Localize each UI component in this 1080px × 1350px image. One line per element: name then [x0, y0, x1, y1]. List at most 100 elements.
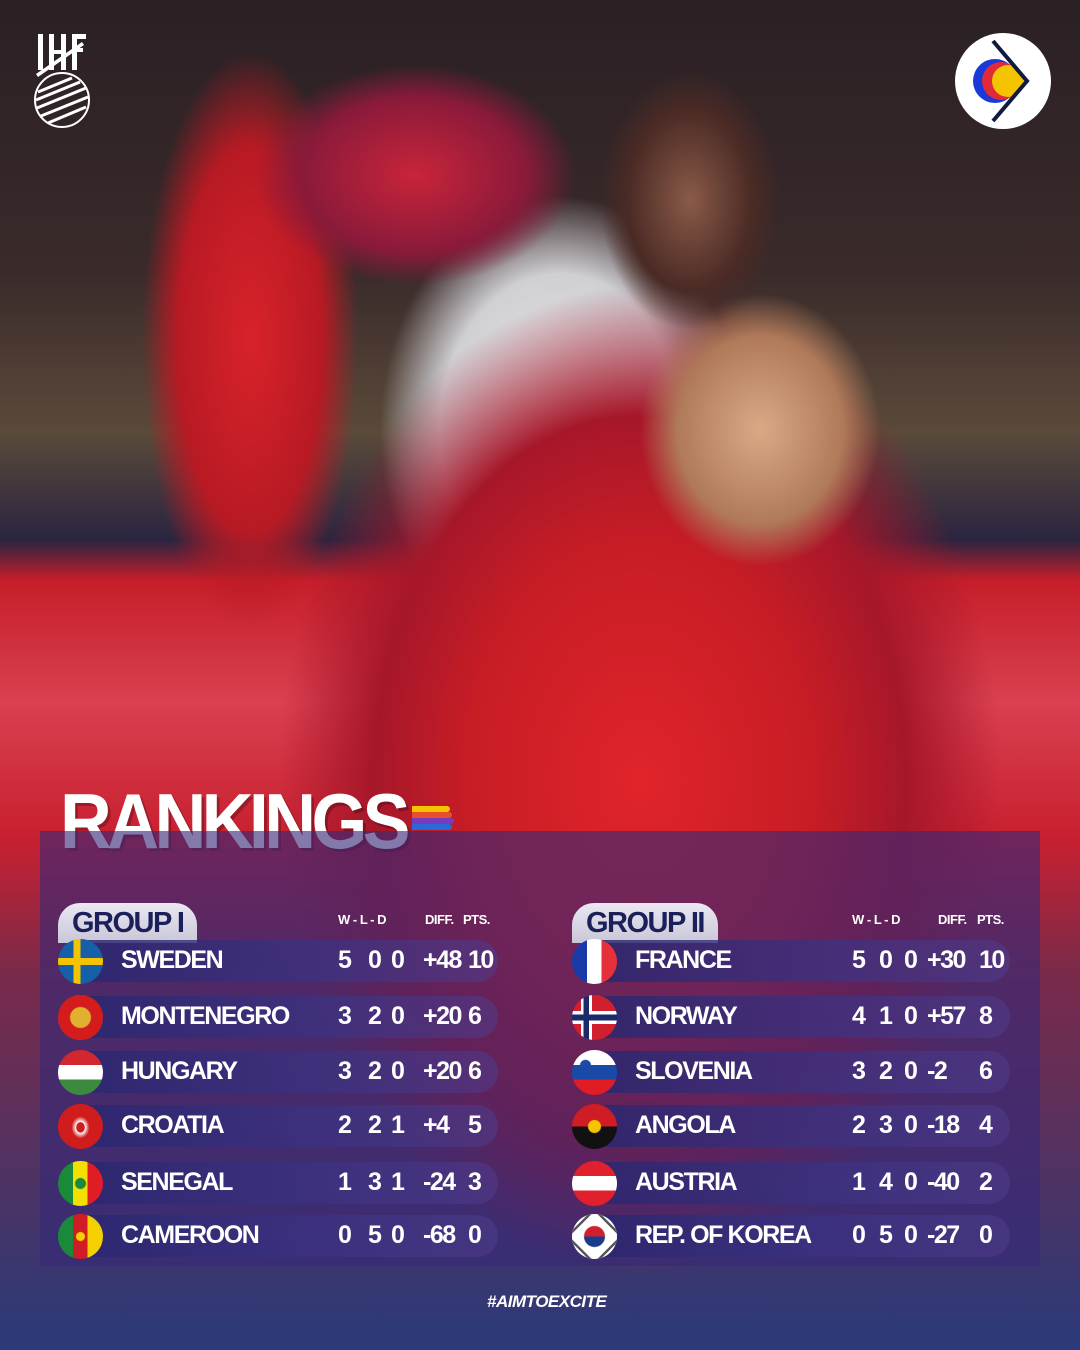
team-name: HUNGARY	[121, 1057, 238, 1085]
table-row: SWEDEN 5 0 0 +48 10	[58, 939, 498, 984]
stat-diff: +4	[423, 1111, 450, 1139]
stat-d: 0	[904, 946, 918, 974]
flag-ao-icon	[572, 1104, 617, 1149]
table-row: ANGOLA 2 3 0 -18 4	[572, 1104, 1010, 1149]
flag-hu-icon	[58, 1050, 103, 1095]
stat-w: 1	[852, 1168, 866, 1196]
stat-w: 3	[338, 1057, 352, 1085]
stat-l: 2	[368, 1002, 382, 1030]
stat-l: 0	[879, 946, 893, 974]
stat-d: 1	[391, 1168, 405, 1196]
stat-l: 4	[879, 1168, 893, 1196]
team-name: CROATIA	[121, 1111, 225, 1139]
stat-diff: -2	[927, 1057, 948, 1085]
stat-d: 0	[904, 1111, 918, 1139]
flag-no-icon	[572, 995, 617, 1040]
team-name: MONTENEGRO	[121, 1002, 290, 1030]
table-row: SENEGAL 1 3 1 -24 3	[58, 1161, 498, 1206]
stat-w: 0	[852, 1221, 866, 1249]
stat-pts: 5	[468, 1111, 482, 1139]
stat-d: 0	[391, 946, 405, 974]
table-row: NORWAY 4 1 0 +57 8	[572, 995, 1010, 1040]
team-name: FRANCE	[635, 946, 732, 974]
stat-pts: 2	[979, 1168, 993, 1196]
team-name: SLOVENIA	[635, 1057, 753, 1085]
table-row: HUNGARY 3 2 0 +20 6	[58, 1050, 498, 1095]
flag-me-icon	[58, 995, 103, 1040]
flag-hr-icon	[58, 1104, 103, 1149]
column-header-pts: PTS.	[463, 912, 490, 927]
stat-l: 5	[368, 1221, 382, 1249]
stat-l: 3	[879, 1111, 893, 1139]
stat-pts: 10	[979, 946, 1005, 974]
stat-pts: 3	[468, 1168, 482, 1196]
column-header-pts: PTS.	[977, 912, 1004, 927]
title-stripes-decoration	[412, 806, 454, 830]
group-label: GROUP II	[572, 903, 718, 943]
stat-pts: 8	[979, 1002, 993, 1030]
stat-l: 3	[368, 1168, 382, 1196]
flag-kr-icon	[572, 1214, 617, 1259]
stat-w: 0	[338, 1221, 352, 1249]
stat-w: 5	[852, 946, 866, 974]
table-row: MONTENEGRO 3 2 0 +20 6	[58, 995, 498, 1040]
stat-pts: 0	[979, 1221, 993, 1249]
stat-w: 3	[338, 1002, 352, 1030]
group-label: GROUP I	[58, 903, 198, 943]
stat-d: 0	[904, 1221, 918, 1249]
stat-d: 1	[391, 1111, 405, 1139]
stat-diff: -40	[927, 1168, 960, 1196]
stat-w: 4	[852, 1002, 866, 1030]
stat-w: 2	[852, 1111, 866, 1139]
flag-sn-icon	[58, 1161, 103, 1206]
stat-l: 0	[368, 946, 382, 974]
stat-d: 0	[904, 1168, 918, 1196]
stat-diff: -24	[423, 1168, 456, 1196]
stat-diff: +57	[927, 1002, 966, 1030]
stat-diff: -68	[423, 1221, 456, 1249]
stat-pts: 0	[468, 1221, 482, 1249]
table-row: AUSTRIA 1 4 0 -40 2	[572, 1161, 1010, 1206]
ihf-logo	[34, 34, 90, 128]
flag-at-icon	[572, 1161, 617, 1206]
stat-l: 1	[879, 1002, 893, 1030]
stat-diff: +48	[423, 946, 462, 974]
table-row: CROATIA 2 2 1 +4 5	[58, 1104, 498, 1149]
column-header-wld: W - L - D	[852, 912, 900, 927]
flag-si-icon	[572, 1050, 617, 1095]
team-name: SWEDEN	[121, 946, 224, 974]
column-header-diff: DIFF.	[425, 912, 454, 927]
stat-w: 1	[338, 1168, 352, 1196]
table-row: REP. OF KOREA 0 5 0 -27 0	[572, 1214, 1010, 1259]
team-name: ANGOLA	[635, 1111, 736, 1139]
flag-fr-icon	[572, 939, 617, 984]
stat-diff: +30	[927, 946, 966, 974]
team-name: REP. OF KOREA	[635, 1221, 812, 1249]
flag-cm-icon	[58, 1214, 103, 1259]
ehf-euro-icon	[955, 33, 1051, 129]
stat-l: 5	[879, 1221, 893, 1249]
stat-diff: -27	[927, 1221, 960, 1249]
stat-diff: -18	[927, 1111, 960, 1139]
stat-pts: 6	[468, 1057, 482, 1085]
stat-diff: +20	[423, 1057, 462, 1085]
team-name: NORWAY	[635, 1002, 738, 1030]
team-name: CAMEROON	[121, 1221, 260, 1249]
hashtag: #AIMTOEXCITE	[487, 1292, 607, 1311]
column-header-diff: DIFF.	[938, 912, 967, 927]
stat-l: 2	[368, 1057, 382, 1085]
stat-pts: 6	[979, 1057, 993, 1085]
table-row: CAMEROON 0 5 0 -68 0	[58, 1214, 498, 1259]
table-row: SLOVENIA 3 2 0 -2 6	[572, 1050, 1010, 1095]
flag-se-icon	[58, 939, 103, 984]
stat-d: 0	[904, 1002, 918, 1030]
stat-l: 2	[368, 1111, 382, 1139]
team-name: SENEGAL	[121, 1168, 233, 1196]
stat-w: 5	[338, 946, 352, 974]
table-row: FRANCE 5 0 0 +30 10	[572, 939, 1010, 984]
column-header-wld: W - L - D	[338, 912, 386, 927]
stat-d: 0	[391, 1057, 405, 1085]
stat-d: 0	[904, 1057, 918, 1085]
team-name: AUSTRIA	[635, 1168, 738, 1196]
